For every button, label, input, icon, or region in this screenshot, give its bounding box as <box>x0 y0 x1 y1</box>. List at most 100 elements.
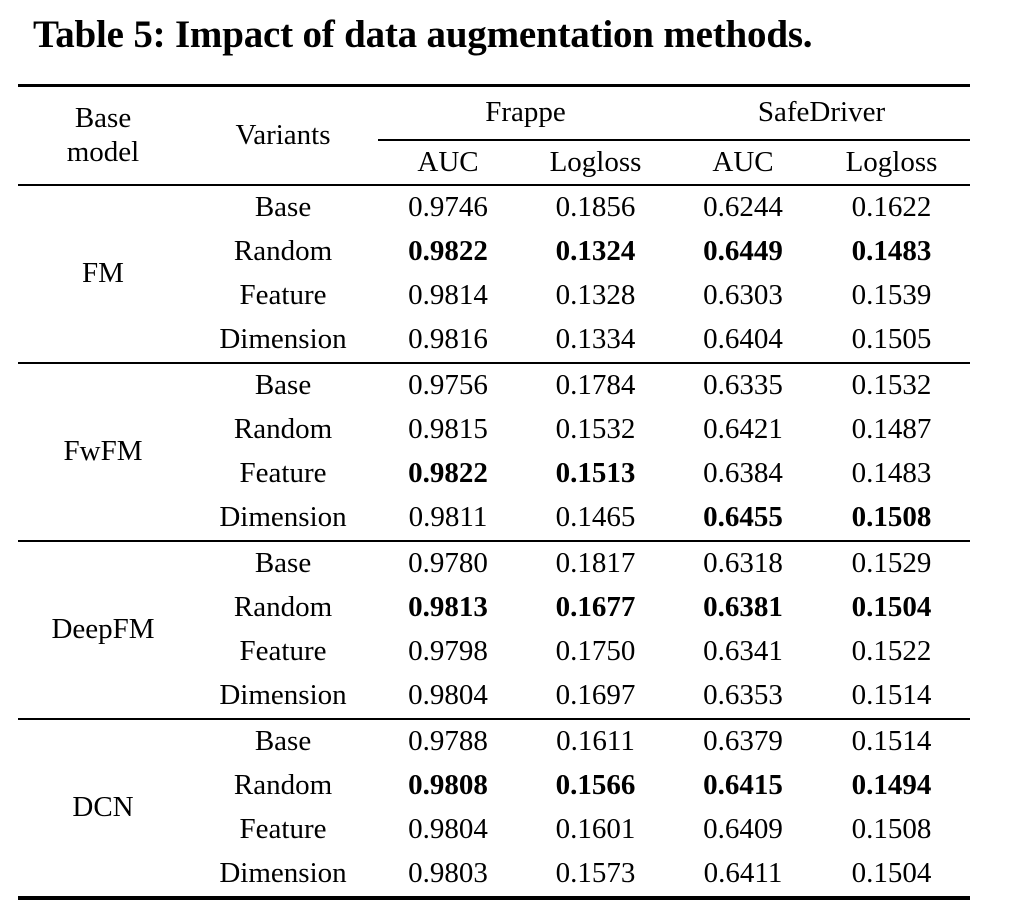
col-group-frappe: Frappe <box>378 85 673 141</box>
table-row: Dimension 0.9816 0.1334 0.6404 0.1505 <box>18 318 970 363</box>
value-cell: 0.1505 <box>851 323 932 356</box>
value-cell: 0.1539 <box>851 279 932 312</box>
value-cell: 0.1328 <box>555 279 636 312</box>
value-cell: 0.9780 <box>378 540 518 586</box>
table-row: DCN Base 0.9788 0.1611 0.6379 0.1514 <box>18 718 970 898</box>
value-cell: 0.1514 <box>851 679 932 712</box>
base-model-label-dcn: DCN <box>18 718 188 898</box>
value-cell: 0.6379 <box>673 718 813 764</box>
table-row: Random 0.9815 0.1532 0.6421 0.1487 <box>18 408 970 452</box>
value-cell: 0.1483 <box>851 457 932 490</box>
table-header: Base model Variants Frappe SafeDriver AU… <box>18 85 970 186</box>
variant-cell: Feature <box>239 635 327 668</box>
table-row: Random 0.9822 0.1324 0.6449 0.1483 <box>18 230 970 274</box>
value-cell: 0.6341 <box>703 635 783 668</box>
value-cell: 0.9822 <box>408 457 488 490</box>
col-header-base-model: Base model <box>18 86 188 186</box>
variant-cell: Base <box>188 362 378 408</box>
value-cell: 0.6421 <box>703 413 783 446</box>
value-cell: 0.9788 <box>378 718 518 764</box>
value-cell: 0.9814 <box>408 279 488 312</box>
value-cell: 0.1856 <box>555 191 636 224</box>
value-cell: 0.1504 <box>851 857 932 890</box>
value-cell: 0.9811 <box>408 501 488 534</box>
value-cell: 0.1513 <box>555 457 636 490</box>
value-cell: 0.6404 <box>703 323 783 356</box>
results-table: Base model Variants Frappe SafeDriver AU… <box>18 84 970 900</box>
value-cell: 0.1817 <box>518 540 673 586</box>
value-cell: 0.6335 <box>673 362 813 408</box>
table-row: Feature 0.9814 0.1328 0.6303 0.1539 <box>18 274 970 318</box>
variant-cell: Base <box>188 718 378 764</box>
table-row: Feature 0.9822 0.1513 0.6384 0.1483 <box>18 452 970 496</box>
value-cell: 0.6381 <box>703 591 783 624</box>
variant-cell: Random <box>233 413 333 446</box>
base-model-label-deepfm: DeepFM <box>18 540 188 719</box>
table-row: Feature 0.9804 0.1601 0.6409 0.1508 <box>18 808 970 852</box>
value-cell: 0.1601 <box>555 813 636 846</box>
value-cell: 0.6409 <box>703 813 783 846</box>
col-header-frappe-logloss: Logloss <box>549 145 642 178</box>
base-model-label-fwfm: FwFM <box>18 362 188 541</box>
value-cell: 0.1508 <box>851 813 932 846</box>
value-cell: 0.6411 <box>703 857 783 890</box>
value-cell: 0.1532 <box>555 413 636 446</box>
value-cell: 0.1566 <box>555 769 636 802</box>
value-cell: 0.9798 <box>408 635 488 668</box>
value-cell: 0.1529 <box>813 540 970 586</box>
value-cell: 0.6353 <box>703 679 783 712</box>
value-cell: 0.1514 <box>813 718 970 764</box>
value-cell: 0.1487 <box>851 413 932 446</box>
table-row: DeepFM Base 0.9780 0.1817 0.6318 0.1529 <box>18 540 970 719</box>
value-cell: 0.9746 <box>408 191 488 224</box>
value-cell: 0.9803 <box>408 857 488 890</box>
value-cell: 0.1611 <box>518 718 673 764</box>
value-cell: 0.1677 <box>555 591 636 624</box>
value-cell: 0.9804 <box>408 813 488 846</box>
col-header-frappe-auc: AUC <box>417 145 479 178</box>
value-cell: 0.1573 <box>555 857 636 890</box>
variant-cell: Dimension <box>219 323 347 356</box>
col-group-safedriver: SafeDriver <box>673 85 970 141</box>
value-cell: 0.9822 <box>408 235 488 268</box>
table-row: Dimension 0.9804 0.1697 0.6353 0.1514 <box>18 674 970 719</box>
variant-cell: Base <box>188 540 378 586</box>
table-row: Dimension 0.9811 0.1465 0.6455 0.1508 <box>18 496 970 541</box>
value-cell: 0.9813 <box>408 591 488 624</box>
variant-cell: Dimension <box>219 679 347 712</box>
table-row: Random 0.9808 0.1566 0.6415 0.1494 <box>18 764 970 808</box>
table-row: FwFM Base 0.9756 0.1784 0.6335 0.1532 <box>18 362 970 541</box>
value-cell: 0.1750 <box>555 635 636 668</box>
variant-cell: Base <box>254 191 312 224</box>
value-cell: 0.9756 <box>378 362 518 408</box>
value-cell: 0.9804 <box>408 679 488 712</box>
value-cell: 0.6303 <box>703 279 783 312</box>
value-cell: 0.1504 <box>851 591 932 624</box>
variant-cell: Dimension <box>219 857 347 890</box>
variant-cell: Random <box>233 591 333 624</box>
value-cell: 0.1494 <box>851 769 932 802</box>
table-row: Random 0.9813 0.1677 0.6381 0.1504 <box>18 586 970 630</box>
value-cell: 0.9815 <box>408 413 488 446</box>
value-cell: 0.9816 <box>408 323 488 356</box>
value-cell: 0.1324 <box>555 235 636 268</box>
col-header-safedriver-auc: AUC <box>712 145 774 178</box>
value-cell: 0.1697 <box>555 679 636 712</box>
table-row: Dimension 0.9803 0.1573 0.6411 0.1504 <box>18 852 970 898</box>
value-cell: 0.1465 <box>555 501 636 534</box>
value-cell: 0.1483 <box>851 235 932 268</box>
table-row: Feature 0.9798 0.1750 0.6341 0.1522 <box>18 630 970 674</box>
value-cell: 0.6384 <box>703 457 783 490</box>
value-cell: 0.6244 <box>703 191 783 224</box>
value-cell: 0.6449 <box>703 235 783 268</box>
col-header-variants: Variants <box>235 118 331 151</box>
variant-cell: Feature <box>239 813 327 846</box>
value-cell: 0.1334 <box>555 323 636 356</box>
value-cell: 0.1784 <box>518 362 673 408</box>
variant-cell: Feature <box>239 457 327 490</box>
table-row: FM Base 0.9746 0.1856 0.6244 0.1622 <box>18 185 970 289</box>
col-header-safedriver-logloss: Logloss <box>845 145 938 178</box>
page-title: Table 5: Impact of data augmentation met… <box>33 13 813 56</box>
value-cell: 0.6455 <box>703 501 783 534</box>
value-cell: 0.1622 <box>851 191 932 224</box>
